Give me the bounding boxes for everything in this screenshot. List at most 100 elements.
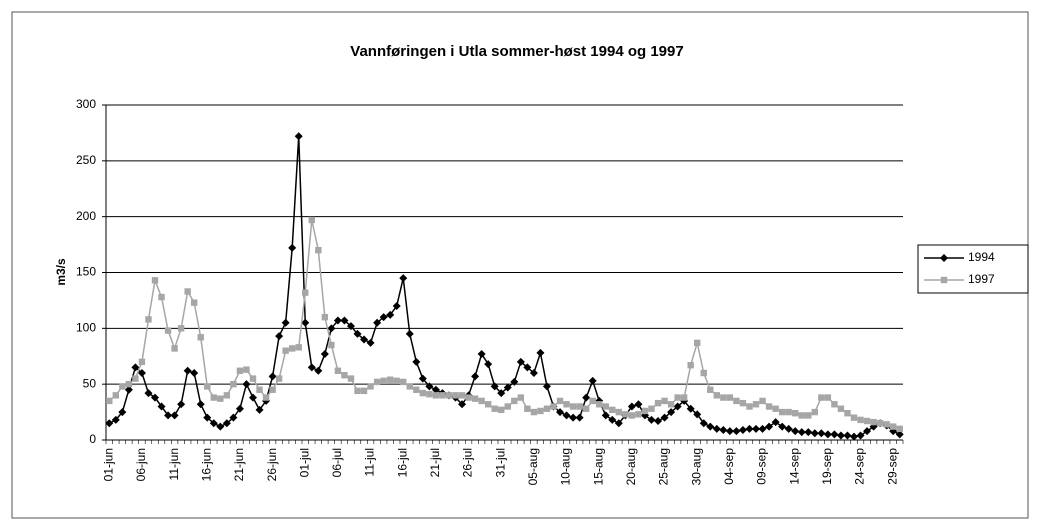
data-point — [804, 428, 813, 437]
data-point — [785, 408, 792, 416]
data-point — [393, 377, 400, 385]
data-point — [784, 424, 793, 433]
x-tick-label: 20-aug — [624, 448, 638, 485]
data-point — [517, 394, 525, 401]
data-point — [308, 216, 315, 224]
data-point — [818, 394, 825, 401]
data-point — [230, 380, 237, 388]
data-point — [125, 380, 133, 388]
data-point — [243, 366, 250, 373]
data-point — [458, 392, 466, 399]
data-point — [556, 408, 565, 417]
data-point — [373, 318, 382, 327]
data-point — [106, 397, 113, 405]
data-point — [615, 408, 623, 416]
data-point — [890, 423, 897, 430]
data-point — [413, 386, 420, 393]
data-point — [667, 401, 675, 408]
x-tick-label: 15-aug — [591, 448, 605, 485]
data-point — [137, 369, 146, 377]
data-point — [726, 394, 734, 401]
x-tick-label: 05-aug — [526, 448, 540, 485]
data-point — [660, 413, 669, 422]
data-point — [673, 402, 682, 411]
data-point — [360, 335, 369, 344]
data-point — [150, 393, 159, 402]
data-point — [641, 407, 649, 415]
data-point — [759, 397, 766, 405]
x-tick-label: 06-jun — [134, 448, 148, 481]
x-tick-label: 26-jun — [265, 448, 279, 481]
data-point — [857, 416, 864, 424]
data-point — [856, 431, 865, 440]
data-point — [686, 404, 695, 413]
data-point — [334, 367, 342, 374]
data-point — [609, 406, 616, 414]
data-point — [275, 332, 284, 341]
data-point — [366, 338, 375, 347]
data-point — [823, 430, 832, 439]
data-point — [707, 386, 714, 393]
data-point — [895, 430, 904, 439]
data-point — [582, 405, 590, 412]
data-point — [523, 363, 532, 372]
data-point — [282, 347, 289, 354]
data-point — [614, 419, 623, 428]
x-tick-label: 30-aug — [689, 448, 703, 485]
data-point — [412, 357, 421, 366]
data-point — [171, 345, 178, 352]
data-point — [170, 411, 179, 420]
data-point — [406, 383, 413, 390]
data-point — [516, 357, 525, 366]
data-point — [249, 375, 257, 382]
data-point — [739, 399, 747, 407]
data-point — [627, 402, 636, 411]
data-point — [209, 419, 218, 428]
data-point — [158, 293, 165, 301]
data-point — [418, 374, 427, 383]
data-point — [836, 431, 845, 440]
x-tick-label: 11-jun — [167, 448, 181, 480]
data-point — [497, 389, 506, 398]
data-point — [537, 407, 544, 415]
data-point — [157, 402, 166, 411]
data-point — [164, 411, 173, 420]
data-point — [778, 408, 786, 416]
data-point — [145, 316, 152, 323]
data-point — [242, 380, 251, 389]
data-point — [883, 421, 890, 428]
data-point — [745, 424, 754, 433]
data-point — [373, 378, 381, 386]
data-point — [314, 366, 323, 375]
data-point — [738, 425, 747, 434]
data-point — [184, 288, 191, 295]
y-tick-label: 300 — [76, 97, 96, 111]
data-point — [223, 392, 231, 399]
data-point — [439, 392, 446, 399]
data-point — [144, 389, 153, 398]
data-point — [654, 417, 663, 426]
data-point — [850, 432, 859, 441]
data-point — [190, 299, 198, 306]
data-point — [380, 377, 387, 385]
x-tick-label: 26-jul — [461, 448, 475, 477]
data-point — [778, 422, 787, 431]
data-point — [569, 413, 578, 422]
data-point — [843, 431, 852, 440]
data-point — [896, 425, 903, 433]
data-point — [720, 394, 727, 401]
data-point — [536, 348, 545, 357]
data-point — [124, 385, 133, 394]
data-point — [805, 412, 812, 419]
legend-label: 1994 — [968, 250, 995, 264]
data-point — [392, 302, 401, 310]
data-point — [732, 427, 741, 436]
data-point — [210, 394, 217, 401]
data-point — [490, 382, 499, 391]
data-point — [687, 361, 694, 369]
x-tick-label: 09-sep — [755, 448, 769, 485]
data-point — [328, 341, 335, 349]
data-point — [824, 394, 832, 401]
x-tick-label: 01-jul — [297, 448, 311, 477]
